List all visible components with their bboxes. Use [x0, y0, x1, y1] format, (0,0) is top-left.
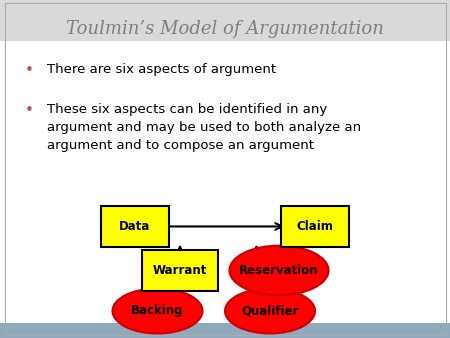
- Ellipse shape: [230, 246, 328, 295]
- FancyBboxPatch shape: [281, 206, 349, 247]
- FancyBboxPatch shape: [142, 250, 218, 291]
- Ellipse shape: [112, 288, 202, 334]
- Text: Warrant: Warrant: [153, 264, 207, 277]
- Text: Backing: Backing: [131, 305, 184, 317]
- FancyBboxPatch shape: [101, 206, 169, 247]
- Text: Reservation: Reservation: [239, 264, 319, 277]
- Ellipse shape: [225, 288, 315, 334]
- Text: Toulmin’s Model of Argumentation: Toulmin’s Model of Argumentation: [66, 20, 384, 38]
- FancyBboxPatch shape: [0, 0, 450, 41]
- Text: •: •: [25, 63, 34, 77]
- Text: Claim: Claim: [297, 220, 333, 233]
- Text: Qualifier: Qualifier: [241, 305, 299, 317]
- Text: There are six aspects of argument: There are six aspects of argument: [47, 63, 276, 75]
- Text: •: •: [25, 103, 34, 118]
- Text: Data: Data: [119, 220, 151, 233]
- FancyBboxPatch shape: [0, 323, 450, 338]
- Text: These six aspects can be identified in any
argument and may be used to both anal: These six aspects can be identified in a…: [47, 103, 361, 152]
